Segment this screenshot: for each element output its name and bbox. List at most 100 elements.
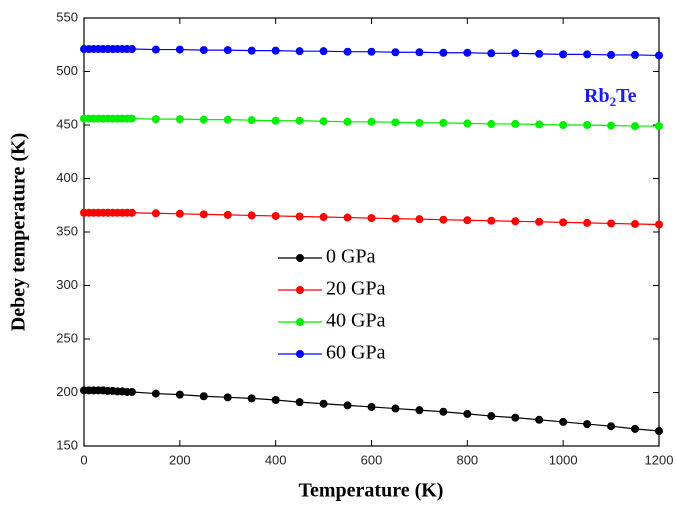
data-point bbox=[559, 417, 568, 426]
y-tick-label: 200 bbox=[56, 384, 78, 399]
data-point bbox=[559, 121, 568, 129]
data-point bbox=[511, 119, 520, 128]
data-point bbox=[415, 118, 424, 127]
data-point bbox=[175, 209, 184, 218]
data-point bbox=[127, 208, 136, 217]
annotation: Rb2Te bbox=[584, 85, 637, 109]
y-tick-label: 150 bbox=[56, 437, 78, 452]
data-point bbox=[247, 116, 256, 125]
data-point bbox=[439, 407, 448, 416]
data-point bbox=[343, 117, 352, 126]
data-point bbox=[487, 49, 496, 58]
y-tick-label: 400 bbox=[56, 170, 78, 185]
data-point bbox=[535, 415, 544, 424]
data-point bbox=[559, 50, 568, 59]
data-point bbox=[535, 217, 544, 226]
data-point bbox=[607, 50, 616, 59]
data-point bbox=[271, 211, 280, 220]
data-point bbox=[415, 48, 424, 57]
plot-frame bbox=[83, 17, 660, 447]
data-point bbox=[319, 47, 328, 56]
data-point bbox=[343, 213, 352, 222]
data-point bbox=[343, 401, 352, 410]
x-tick-label: 600 bbox=[361, 452, 383, 467]
data-point bbox=[583, 50, 592, 59]
x-axis-title: Temperature (K) bbox=[299, 480, 444, 502]
data-point bbox=[559, 218, 568, 227]
data-point bbox=[607, 422, 616, 431]
data-point bbox=[295, 212, 304, 221]
data-point bbox=[655, 122, 663, 131]
legend-marker bbox=[296, 254, 304, 262]
data-point bbox=[511, 217, 520, 226]
annotation-part: Rb bbox=[584, 85, 610, 107]
legend-label: 20 GPa bbox=[326, 278, 386, 300]
data-point bbox=[487, 119, 496, 128]
data-point bbox=[367, 214, 376, 223]
data-point bbox=[271, 395, 280, 404]
data-point bbox=[175, 115, 184, 124]
data-point bbox=[319, 399, 328, 408]
data-point bbox=[391, 214, 400, 223]
data-point bbox=[151, 45, 160, 54]
data-point bbox=[199, 392, 208, 401]
data-point bbox=[655, 51, 663, 60]
data-point bbox=[295, 116, 304, 125]
x-tick-label: 0 bbox=[80, 452, 87, 467]
data-point bbox=[367, 47, 376, 56]
data-point bbox=[271, 116, 280, 125]
data-point bbox=[463, 48, 472, 57]
y-axis-title: Debey temperature (K) bbox=[8, 133, 30, 331]
data-point bbox=[511, 413, 520, 422]
legend-marker bbox=[296, 350, 304, 358]
data-point bbox=[151, 209, 160, 218]
legend-label: 0 GPa bbox=[326, 246, 376, 268]
data-point bbox=[247, 211, 256, 220]
data-point bbox=[223, 393, 232, 402]
data-point bbox=[655, 220, 663, 229]
legend-marker bbox=[296, 286, 304, 294]
data-point bbox=[271, 46, 280, 55]
y-tick-label: 450 bbox=[56, 116, 78, 131]
data-point bbox=[247, 46, 256, 55]
data-point bbox=[391, 118, 400, 127]
x-tick-label: 1200 bbox=[645, 452, 674, 467]
data-point bbox=[223, 46, 232, 55]
data-point bbox=[319, 117, 328, 126]
data-point bbox=[247, 394, 256, 403]
data-point bbox=[583, 218, 592, 227]
data-point bbox=[151, 389, 160, 398]
data-point bbox=[439, 48, 448, 57]
annotation-subscript: 2 bbox=[610, 94, 617, 109]
data-point bbox=[295, 47, 304, 56]
data-point bbox=[655, 427, 663, 436]
y-tick-label: 300 bbox=[56, 277, 78, 292]
y-tick-label: 500 bbox=[56, 63, 78, 78]
data-point bbox=[175, 390, 184, 399]
data-point bbox=[583, 420, 592, 429]
data-point bbox=[631, 424, 640, 433]
data-point bbox=[175, 45, 184, 54]
data-point bbox=[463, 216, 472, 225]
data-point bbox=[199, 46, 208, 55]
data-point bbox=[319, 213, 328, 222]
data-point bbox=[343, 47, 352, 56]
data-point bbox=[199, 210, 208, 219]
data-point bbox=[607, 121, 616, 130]
x-tick-label: 400 bbox=[265, 452, 287, 467]
data-point bbox=[439, 215, 448, 224]
data-point bbox=[127, 114, 136, 123]
data-point bbox=[463, 119, 472, 128]
x-tick-label: 800 bbox=[456, 452, 478, 467]
data-point bbox=[367, 402, 376, 411]
legend-label: 60 GPa bbox=[326, 342, 386, 364]
data-point bbox=[487, 412, 496, 421]
data-point bbox=[535, 120, 544, 129]
data-point bbox=[631, 122, 640, 131]
data-point bbox=[367, 117, 376, 126]
data-point bbox=[463, 409, 472, 418]
y-tick-label: 350 bbox=[56, 223, 78, 238]
data-point bbox=[511, 49, 520, 58]
data-point bbox=[223, 210, 232, 219]
